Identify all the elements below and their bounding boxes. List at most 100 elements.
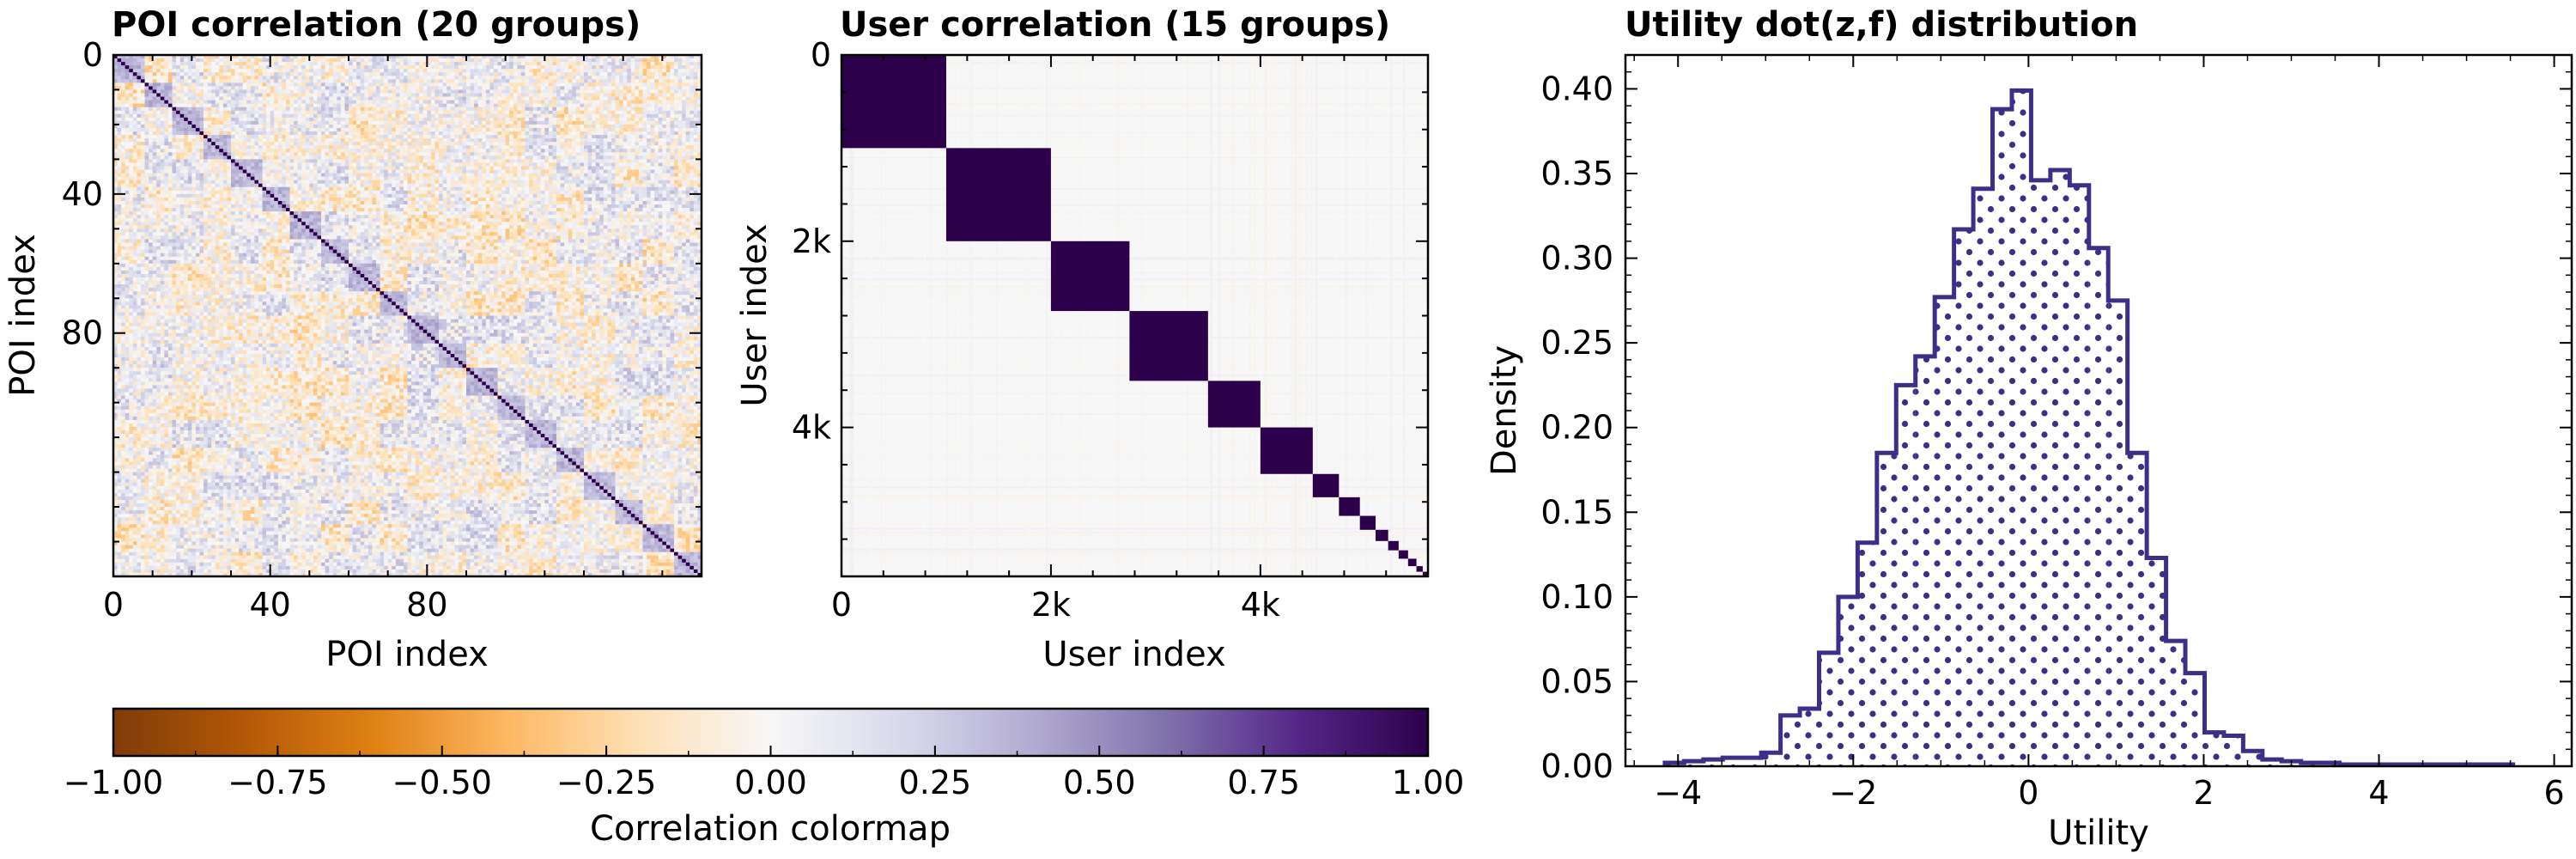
poi-heatmap-cell — [587, 65, 592, 70]
poi-heatmap-cell — [611, 166, 616, 170]
poi-heatmap-cell — [611, 110, 616, 115]
poi-heatmap-cell — [603, 142, 608, 146]
poi-heatmap-cell — [462, 113, 467, 119]
poi-heatmap-cell — [552, 69, 557, 73]
poi-heatmap-cell — [580, 79, 585, 83]
poi-heatmap-cell — [470, 55, 475, 59]
poi-heatmap-cell — [638, 82, 643, 87]
poi-heatmap-cell — [375, 93, 380, 97]
poi-heatmap-cell — [532, 82, 538, 87]
poi-heatmap-cell — [246, 110, 252, 115]
poi-heatmap-cell — [540, 152, 545, 156]
poi-heatmap-cell — [384, 152, 389, 156]
poi-heatmap-cell — [560, 100, 565, 105]
poi-heatmap-cell — [387, 86, 392, 90]
poi-heatmap-cell — [430, 76, 435, 80]
poi-heatmap-cell — [372, 110, 377, 115]
poi-heatmap-cell — [497, 131, 502, 136]
poi-heatmap-cell — [560, 159, 565, 163]
poi-heatmap-cell — [234, 145, 240, 149]
poi-heatmap-cell — [572, 103, 577, 108]
poi-heatmap-cell — [690, 107, 695, 112]
poi-heatmap-cell — [658, 58, 663, 63]
poi-heatmap-cell — [356, 155, 361, 160]
poi-heatmap-cell — [179, 138, 185, 143]
poi-heatmap-cell — [199, 124, 204, 129]
poi-heatmap-cell — [580, 113, 585, 119]
poi-heatmap-cell — [294, 159, 298, 163]
poi-heatmap-cell — [548, 93, 553, 97]
poi-heatmap-cell — [129, 166, 134, 170]
poi-heatmap-cell — [572, 127, 577, 132]
poi-heatmap-cell — [172, 120, 177, 125]
poi-heatmap-cell — [580, 62, 585, 66]
poi-heatmap-cell — [568, 82, 573, 87]
poi-heatmap-cell — [129, 127, 134, 132]
poi-heatmap-cell — [564, 131, 569, 136]
poi-heatmap-cell — [305, 72, 310, 76]
poi-heatmap-cell — [466, 117, 471, 122]
poi-heatmap-cell — [427, 72, 432, 76]
poi-heatmap-cell — [234, 100, 240, 105]
poi-heatmap-cell — [317, 62, 322, 66]
poi-heatmap-cell — [482, 142, 487, 146]
poi-heatmap-cell — [179, 120, 185, 125]
poi-heatmap-cell — [532, 155, 538, 160]
poi-heatmap-cell — [239, 103, 244, 108]
poi-heatmap-cell — [517, 110, 522, 115]
poi-heatmap-cell — [623, 86, 628, 90]
poi-heatmap-cell — [364, 142, 369, 146]
poi-heatmap-cell — [693, 76, 698, 80]
poi-heatmap-cell — [219, 107, 224, 112]
poi-heatmap-cell — [380, 155, 385, 160]
poi-heatmap-cell — [635, 120, 640, 125]
poi-heatmap-cell — [603, 72, 608, 76]
poi-heatmap-cell — [242, 162, 247, 167]
poi-heatmap-cell — [239, 113, 244, 119]
poi-heatmap-cell — [184, 76, 189, 80]
poi-heatmap-cell — [337, 93, 342, 97]
poi-heatmap-cell — [219, 113, 224, 119]
poi-heatmap-cell — [301, 55, 307, 59]
poi-heatmap-cell — [172, 162, 177, 167]
poi-heatmap-cell — [301, 86, 307, 90]
poi-heatmap-cell — [642, 113, 647, 119]
poi-heatmap-cell — [592, 142, 597, 146]
poi-heatmap-cell — [552, 124, 557, 129]
poi-heatmap-cell — [219, 62, 224, 66]
poi-heatmap-cell — [227, 166, 232, 170]
poi-heatmap-cell — [434, 55, 440, 59]
poi-heatmap-cell — [572, 110, 577, 115]
poi-heatmap-cell — [458, 149, 463, 153]
poi-heatmap-cell — [337, 135, 342, 139]
poi-heatmap-cell — [419, 142, 424, 146]
poi-heatmap-cell — [301, 65, 307, 70]
poi-heatmap-cell — [140, 159, 145, 163]
poi-heatmap-cell — [415, 103, 420, 108]
poi-heatmap-cell — [156, 169, 161, 174]
poi-heatmap-cell — [627, 117, 632, 122]
poi-heatmap-cell — [517, 58, 522, 63]
poi-heatmap-cell — [289, 96, 295, 101]
poi-heatmap-cell — [647, 69, 651, 73]
poi-heatmap-cell — [172, 149, 177, 153]
poi-heatmap-cell — [384, 149, 389, 153]
poi-heatmap-cell — [282, 124, 287, 129]
poi-heatmap-cell — [658, 62, 663, 66]
poi-heatmap-cell — [454, 162, 459, 167]
poi-heatmap-cell — [587, 127, 592, 132]
poi-heatmap-cell — [325, 93, 330, 97]
poi-heatmap-cell — [599, 120, 605, 125]
poi-heatmap-cell — [638, 135, 643, 139]
poi-heatmap-cell — [277, 127, 283, 132]
poi-heatmap-cell — [419, 113, 424, 119]
poi-heatmap-cell — [160, 131, 165, 136]
poi-heatmap-cell — [172, 131, 177, 136]
poi-heatmap-cell — [482, 120, 487, 125]
poi-heatmap-cell — [623, 117, 628, 122]
poi-heatmap-cell — [277, 117, 283, 122]
poi-heatmap-cell — [144, 86, 149, 90]
poi-heatmap-cell — [246, 131, 252, 136]
poi-heatmap-cell — [337, 120, 342, 125]
poi-heatmap-cell — [129, 113, 134, 119]
